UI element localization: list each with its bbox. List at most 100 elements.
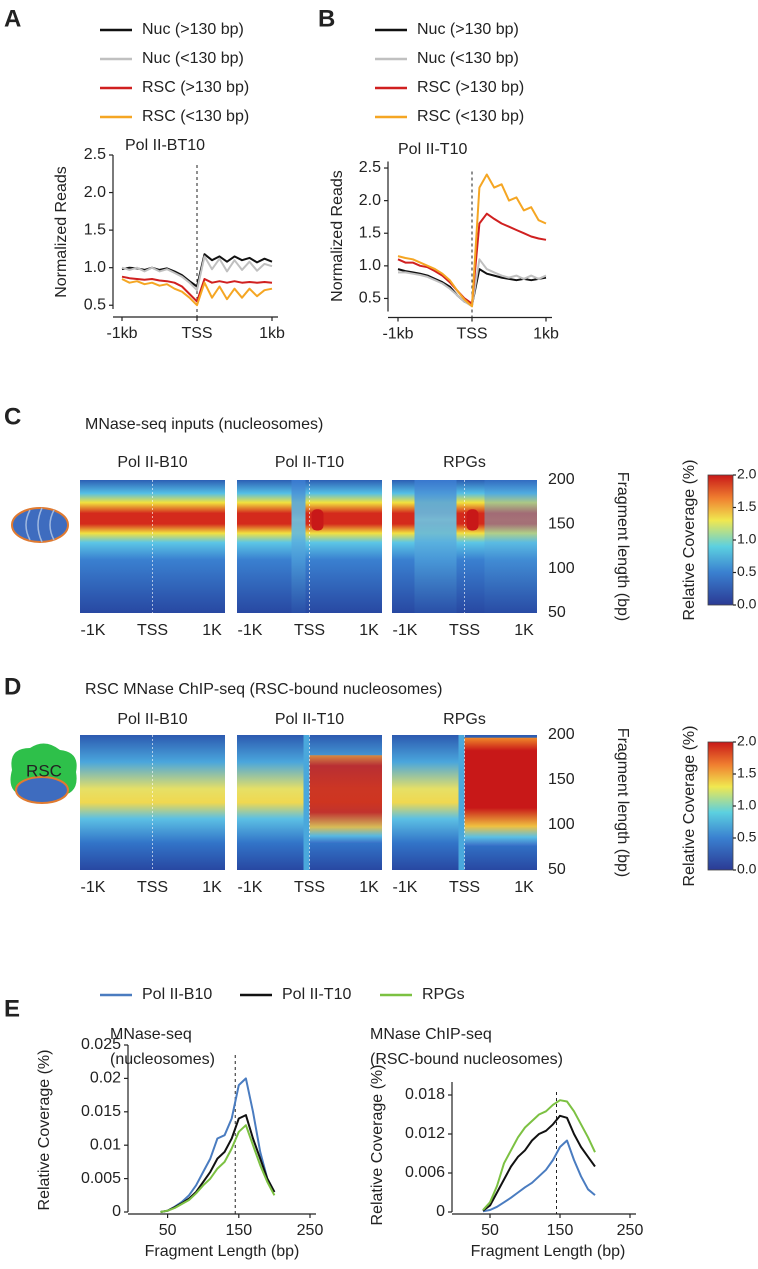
- chart-title: MNase-seq inputs (nucleosomes): [85, 416, 323, 433]
- x-tick-label: 1kb: [533, 326, 559, 343]
- legend-label: Nuc (>130 bp): [417, 21, 519, 38]
- panel-subtitle: RPGs: [443, 711, 486, 728]
- x-tick-label: -1K: [238, 879, 263, 896]
- panel-letter: B: [318, 5, 335, 32]
- colorbar-tick-label: 1.0: [737, 531, 757, 547]
- x-tick-label: 1K: [359, 622, 379, 639]
- panel-subtitle: RPGs: [443, 454, 486, 471]
- x-tick-label: TSS: [294, 622, 325, 639]
- x-tick-label: TSS: [137, 622, 168, 639]
- x-tick-label: 1K: [359, 879, 379, 896]
- y-axis-label: Relative Coverage (%): [369, 1065, 386, 1226]
- y-axis-label: Normalized Reads: [53, 166, 70, 298]
- y-tick-label: 100: [548, 560, 575, 577]
- series-line: [397, 173, 547, 308]
- y-tick-label: 100: [548, 816, 575, 833]
- x-tick-label: TSS: [449, 622, 480, 639]
- y-tick-label: 200: [548, 471, 575, 488]
- x-tick-label: 150: [225, 1222, 252, 1239]
- x-tick-label: 1K: [202, 879, 222, 896]
- y-tick-label: 0.015: [81, 1103, 121, 1120]
- rsc-nucleosome-icon: RSC: [10, 743, 77, 804]
- legend-label: Nuc (<130 bp): [142, 50, 244, 67]
- y-tick-label: 2.0: [359, 192, 381, 209]
- legend-label: RSC (<130 bp): [142, 108, 249, 125]
- x-tick-label: 1kb: [259, 325, 285, 342]
- heatmap-region: [464, 737, 537, 846]
- chart-title: MNase-seq: [110, 1026, 192, 1043]
- x-tick-label: 1K: [514, 622, 534, 639]
- x-tick-label: 1K: [202, 622, 222, 639]
- y-tick-label: 50: [548, 861, 566, 878]
- x-tick-label: 250: [297, 1222, 324, 1239]
- heatmap-region: [484, 480, 537, 613]
- heatmap-region: [309, 755, 382, 843]
- colorbar-tick-label: 1.5: [737, 765, 757, 781]
- x-tick-label: TSS: [137, 879, 168, 896]
- heatmap-region: [466, 509, 479, 531]
- chart-title: Pol II-T10: [398, 141, 467, 158]
- series-line: [482, 1139, 596, 1213]
- x-tick-label: TSS: [449, 879, 480, 896]
- panel-subtitle: Pol II-T10: [275, 454, 344, 471]
- y-tick-label: 1.0: [84, 259, 106, 276]
- colorbar-tick-label: 0.5: [737, 829, 757, 845]
- x-tick-label: TSS: [294, 879, 325, 896]
- heatmap-region: [311, 509, 324, 531]
- y-tick-label: 0.5: [84, 296, 106, 313]
- heatmap-region: [414, 480, 457, 613]
- y-tick-label: 2.5: [84, 146, 106, 163]
- nucleosome-icon: [11, 507, 69, 543]
- heatmap: [237, 480, 382, 613]
- y-tick-label: 0.012: [405, 1125, 445, 1142]
- series-line: [160, 1124, 276, 1213]
- y-tick-label: 2.5: [359, 159, 381, 176]
- y-tick-label: 150: [548, 771, 575, 788]
- legend-label: RSC (>130 bp): [417, 79, 524, 96]
- x-tick-label: 150: [547, 1222, 574, 1239]
- y-tick-label: 50: [548, 604, 566, 621]
- heatmap-region: [458, 735, 465, 870]
- chart-title: MNase ChIP-seq: [370, 1026, 492, 1043]
- x-tick-label: TSS: [181, 325, 212, 342]
- legend-label: Nuc (>130 bp): [142, 21, 244, 38]
- x-tick-label: -1K: [81, 622, 106, 639]
- colorbar-tick-label: 1.5: [737, 498, 757, 514]
- y-tick-label: 0.005: [81, 1170, 121, 1187]
- panel-letter: D: [4, 673, 21, 700]
- y-tick-label: 1.5: [359, 224, 381, 241]
- heatmap-region: [291, 480, 306, 613]
- chart-title: (nucleosomes): [110, 1051, 215, 1068]
- legend-label: Pol II-T10: [282, 986, 351, 1003]
- legend-label: RPGs: [422, 986, 465, 1003]
- panel-subtitle: Pol II-B10: [117, 454, 187, 471]
- colorbar-tick-label: 0.0: [737, 596, 757, 612]
- legend-label: Nuc (<130 bp): [417, 50, 519, 67]
- y-tick-label: 0.018: [405, 1086, 445, 1103]
- chart-title: Pol II-BT10: [125, 137, 205, 154]
- y-tick-label: 0: [112, 1203, 121, 1220]
- panel-subtitle: Pol II-T10: [275, 711, 344, 728]
- y-axis-label: Fragment length (bp): [614, 472, 631, 621]
- colorbar: [707, 741, 734, 871]
- chart-title: RSC MNase ChIP-seq (RSC-bound nucleosome…: [85, 681, 442, 698]
- colorbar-tick-label: 0.5: [737, 563, 757, 579]
- series-line: [482, 1114, 596, 1212]
- x-tick-label: 250: [617, 1222, 644, 1239]
- panel-letter: C: [4, 403, 21, 430]
- y-tick-label: 2.0: [84, 184, 106, 201]
- panel-letter: A: [4, 5, 21, 32]
- y-tick-label: 0.01: [90, 1136, 121, 1153]
- y-tick-label: 200: [548, 726, 575, 743]
- series-line: [121, 255, 273, 292]
- legend-label: RSC (<130 bp): [417, 108, 524, 125]
- y-tick-label: 0.5: [359, 290, 381, 307]
- x-tick-label: 50: [159, 1222, 177, 1239]
- heatmap: [80, 480, 225, 613]
- legend-label: RSC (>130 bp): [142, 79, 249, 96]
- y-tick-label: 0.02: [90, 1070, 121, 1087]
- colorbar-tick-label: 0.0: [737, 861, 757, 877]
- series-line: [121, 275, 273, 303]
- x-tick-label: TSS: [456, 326, 487, 343]
